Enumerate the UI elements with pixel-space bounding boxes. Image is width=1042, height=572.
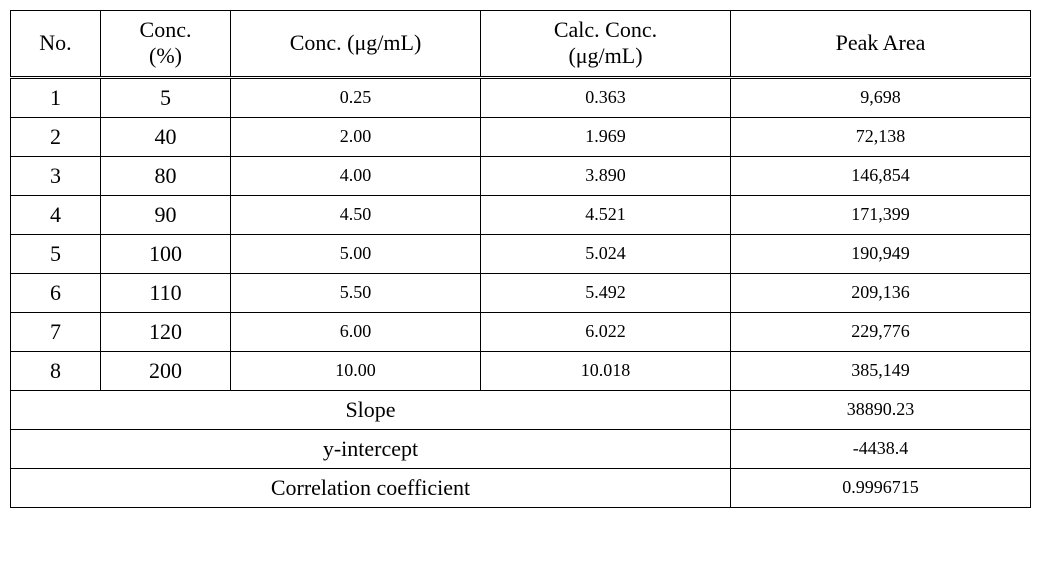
cell-peak-area: 72,138 <box>731 117 1031 156</box>
cell-conc-ugml: 6.00 <box>231 312 481 351</box>
cell-conc-ugml: 5.50 <box>231 273 481 312</box>
summary-row: Correlation coefficient0.9996715 <box>11 468 1031 507</box>
col-calc-conc: Calc. Conc.(μg/mL) <box>481 11 731 78</box>
cell-calc-conc: 10.018 <box>481 351 731 390</box>
table-row: 51005.005.024190,949 <box>11 234 1031 273</box>
cell-peak-area: 171,399 <box>731 195 1031 234</box>
cell-peak-area: 190,949 <box>731 234 1031 273</box>
summary-value: 38890.23 <box>731 390 1031 429</box>
cell-no: 2 <box>11 117 101 156</box>
summary-value: 0.9996715 <box>731 468 1031 507</box>
calibration-table: No. Conc.(%) Conc. (μg/mL) Calc. Conc.(μ… <box>10 10 1031 508</box>
table-row: 61105.505.492209,136 <box>11 273 1031 312</box>
cell-no: 8 <box>11 351 101 390</box>
cell-conc-ugml: 5.00 <box>231 234 481 273</box>
cell-conc-ugml: 4.50 <box>231 195 481 234</box>
cell-calc-conc: 0.363 <box>481 77 731 117</box>
summary-label: Correlation coefficient <box>11 468 731 507</box>
cell-calc-conc: 3.890 <box>481 156 731 195</box>
table-row: 3804.003.890146,854 <box>11 156 1031 195</box>
cell-conc-pct: 40 <box>101 117 231 156</box>
summary-label: Slope <box>11 390 731 429</box>
cell-no: 5 <box>11 234 101 273</box>
cell-calc-conc: 5.024 <box>481 234 731 273</box>
col-conc-pct: Conc.(%) <box>101 11 231 78</box>
cell-peak-area: 209,136 <box>731 273 1031 312</box>
cell-calc-conc: 1.969 <box>481 117 731 156</box>
cell-conc-ugml: 0.25 <box>231 77 481 117</box>
cell-conc-pct: 120 <box>101 312 231 351</box>
cell-calc-conc: 5.492 <box>481 273 731 312</box>
cell-calc-conc: 6.022 <box>481 312 731 351</box>
cell-conc-pct: 110 <box>101 273 231 312</box>
table-header: No. Conc.(%) Conc. (μg/mL) Calc. Conc.(μ… <box>11 11 1031 78</box>
cell-no: 7 <box>11 312 101 351</box>
cell-peak-area: 146,854 <box>731 156 1031 195</box>
table-row: 2402.001.96972,138 <box>11 117 1031 156</box>
cell-conc-pct: 100 <box>101 234 231 273</box>
cell-no: 4 <box>11 195 101 234</box>
cell-conc-pct: 80 <box>101 156 231 195</box>
cell-conc-ugml: 10.00 <box>231 351 481 390</box>
col-peak-area: Peak Area <box>731 11 1031 78</box>
cell-calc-conc: 4.521 <box>481 195 731 234</box>
table-row: 150.250.3639,698 <box>11 77 1031 117</box>
table-body: 150.250.3639,6982402.001.96972,1383804.0… <box>11 77 1031 507</box>
cell-no: 3 <box>11 156 101 195</box>
table-row: 4904.504.521171,399 <box>11 195 1031 234</box>
cell-conc-pct: 200 <box>101 351 231 390</box>
cell-conc-pct: 5 <box>101 77 231 117</box>
summary-label: y-intercept <box>11 429 731 468</box>
cell-conc-ugml: 4.00 <box>231 156 481 195</box>
cell-peak-area: 229,776 <box>731 312 1031 351</box>
col-conc-ugml: Conc. (μg/mL) <box>231 11 481 78</box>
cell-no: 6 <box>11 273 101 312</box>
table-row: 71206.006.022229,776 <box>11 312 1031 351</box>
cell-conc-ugml: 2.00 <box>231 117 481 156</box>
summary-row: Slope38890.23 <box>11 390 1031 429</box>
table-row: 820010.0010.018385,149 <box>11 351 1031 390</box>
summary-row: y-intercept-4438.4 <box>11 429 1031 468</box>
cell-peak-area: 9,698 <box>731 77 1031 117</box>
col-no: No. <box>11 11 101 78</box>
cell-no: 1 <box>11 77 101 117</box>
summary-value: -4438.4 <box>731 429 1031 468</box>
cell-peak-area: 385,149 <box>731 351 1031 390</box>
cell-conc-pct: 90 <box>101 195 231 234</box>
